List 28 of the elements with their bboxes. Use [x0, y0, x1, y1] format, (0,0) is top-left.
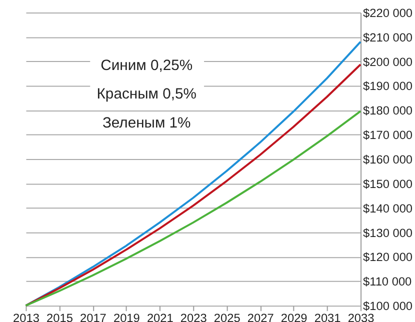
annotation: Зеленым 1% [102, 115, 191, 132]
y-tick-label: $100 000 [363, 299, 413, 314]
x-tick-label: 2029 [280, 310, 308, 322]
x-tick-label: 2017 [80, 310, 106, 322]
y-tick-label: $110 000 [363, 274, 412, 289]
y-tick-label: $150 000 [363, 176, 413, 191]
x-tick-label: 2013 [13, 310, 40, 322]
y-tick-label: $180 000 [363, 104, 413, 118]
y-tick-label: $190 000 [363, 79, 413, 94]
y-tick-label: $170 000 [363, 128, 413, 142]
annotation: Синим 0,25% [100, 58, 193, 74]
x-tick-label: 2019 [113, 310, 140, 322]
annotation: Красным 0,5% [96, 86, 196, 103]
y-tick-label: $120 000 [363, 250, 413, 264]
x-tick-label: 2023 [180, 310, 208, 322]
x-tick-label: 2027 [247, 310, 274, 322]
x-tick-label: 2015 [46, 310, 74, 322]
y-tick-label: $130 000 [363, 226, 413, 240]
x-tick-label: 2033 [348, 310, 375, 322]
y-tick-label: $200 000 [363, 54, 413, 69]
y-tick-label: $220 000 [363, 6, 413, 20]
x-tick-label: 2025 [214, 310, 241, 322]
y-tick-label: $160 000 [363, 152, 413, 166]
y-tick-label: $210 000 [363, 30, 413, 44]
x-tick-label: 2021 [146, 310, 174, 322]
line-series [24, 110, 362, 307]
y-tick-label: $140 000 [363, 201, 413, 216]
x-tick-label: 2031 [314, 310, 342, 322]
